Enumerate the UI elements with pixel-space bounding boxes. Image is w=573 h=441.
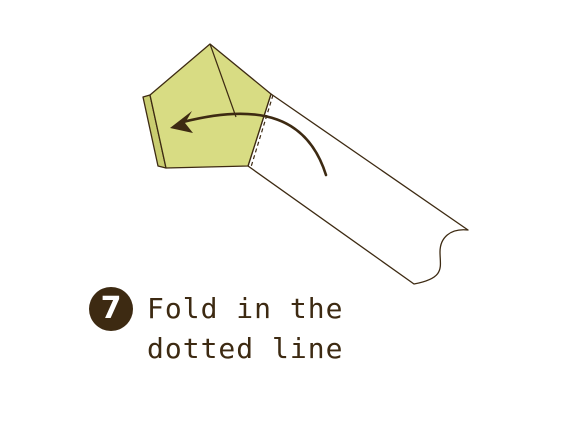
fold-arrow	[181, 112, 328, 177]
crease-line	[209, 43, 237, 118]
instruction-text: Fold in the dotted line	[147, 289, 343, 369]
instruction-line-1: Fold in the	[147, 292, 344, 325]
step-number: 7	[100, 291, 122, 326]
paper-strip	[247, 93, 469, 285]
pentagon-paper	[149, 43, 272, 169]
instruction-line-2: dotted line	[147, 332, 344, 365]
fold-line-dotted	[250, 94, 274, 168]
step-number-badge: 7	[89, 287, 133, 331]
fold-arrow-head-icon	[170, 111, 193, 133]
